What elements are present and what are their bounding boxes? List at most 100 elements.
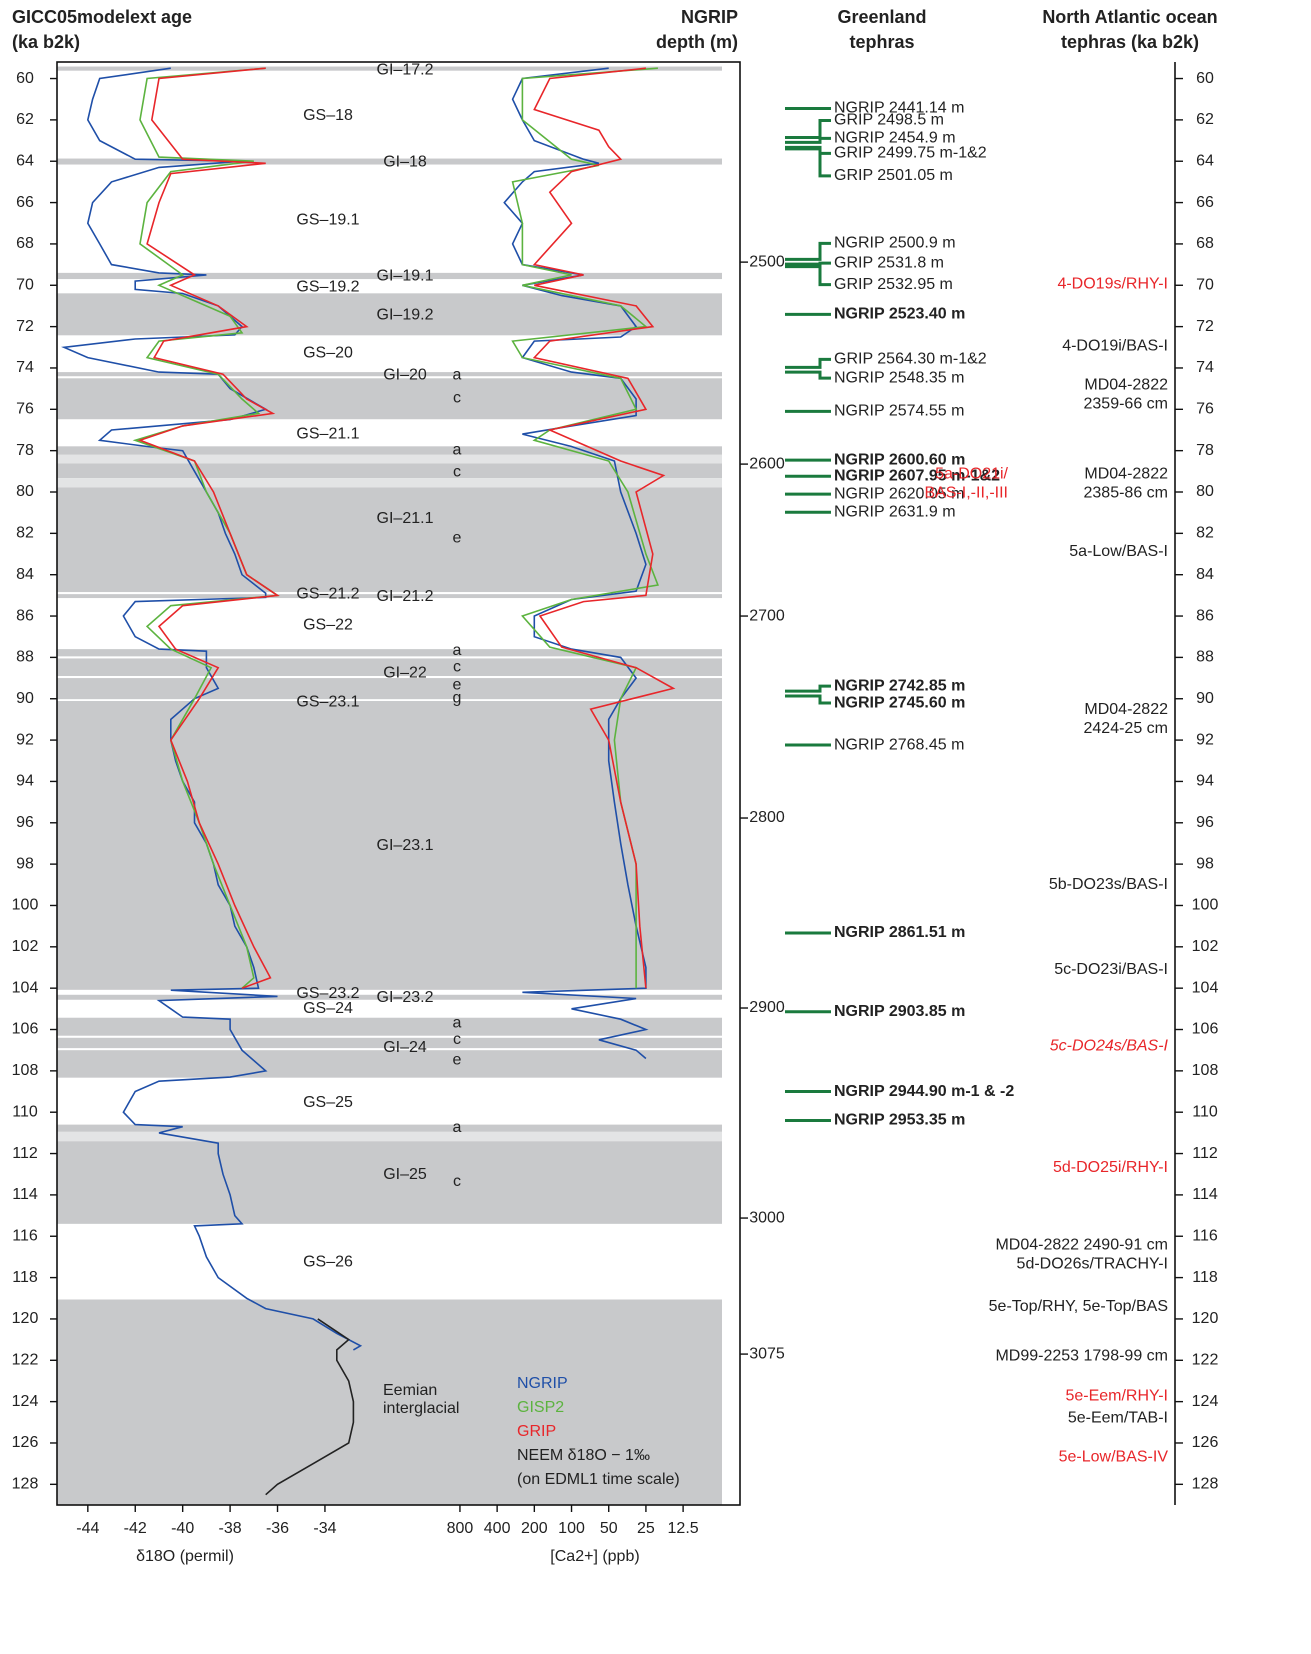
subevent-label: a xyxy=(453,366,462,383)
subevent-label: c xyxy=(453,390,461,407)
tephra-label: NGRIP 2903.85 m xyxy=(834,1003,965,1020)
period-label: GS–23.1 xyxy=(296,693,359,710)
ocean-age-tick-label: 94 xyxy=(1196,773,1214,790)
ocean-age-tick-label: 70 xyxy=(1196,276,1214,293)
age-tick-label: 100 xyxy=(12,897,39,914)
ocean-age-tick-label: 72 xyxy=(1196,318,1214,335)
ocean-tephra-label: 2424-25 cm xyxy=(1084,720,1169,737)
ocean-age-tick-label: 76 xyxy=(1196,401,1214,418)
ocean-tephra-label: MD04-2822 xyxy=(1084,377,1168,394)
tephra-line xyxy=(785,261,831,266)
ocean-age-tick-label: 64 xyxy=(1196,152,1214,169)
gi-band xyxy=(57,487,722,593)
period-label: GS–26 xyxy=(303,1254,353,1271)
ocean-age-tick-label: 68 xyxy=(1196,235,1214,252)
period-label: GI–19.1 xyxy=(377,268,434,285)
ocean-age-tick-label: 96 xyxy=(1196,814,1214,831)
subevent-label: a xyxy=(453,642,462,659)
ocean-tephra-label: 5c-DO24s/BAS-I xyxy=(1050,1037,1169,1054)
tephra-line xyxy=(785,357,831,369)
header-ocean: tephras (ka b2k) xyxy=(1061,32,1199,52)
header-greenland: Greenland xyxy=(837,7,926,27)
period-label: GS–21.2 xyxy=(296,585,359,602)
age-tick-label: 118 xyxy=(12,1269,38,1286)
tephra-line xyxy=(785,136,831,144)
series-line xyxy=(137,67,280,989)
tephra-label: NGRIP 2600.60 m xyxy=(834,451,965,468)
x-tick-label: 800 xyxy=(447,1520,474,1537)
interglacial-label: Eemian xyxy=(383,1382,437,1399)
x-tick-label: -44 xyxy=(76,1520,99,1537)
ocean-age-tick-label: 84 xyxy=(1196,566,1214,583)
tephra-label: GRIP 2531.8 m xyxy=(834,254,944,271)
series-line xyxy=(265,1318,355,1496)
bands xyxy=(57,66,722,1505)
gi-band xyxy=(57,649,722,657)
x-tick-label: 200 xyxy=(521,1520,548,1537)
tephra-label: NGRIP 2861.51 m xyxy=(834,924,965,941)
ocean-tephra-label: 5d-DO26s/TRACHY-I xyxy=(1017,1256,1168,1273)
subevent-label: e xyxy=(453,676,462,693)
age-tick-label: 74 xyxy=(16,359,34,376)
ocean-age-tick-label: 82 xyxy=(1196,525,1214,542)
age-tick-label: 72 xyxy=(16,318,34,335)
legend-entry: GRIP xyxy=(517,1423,556,1440)
ocean-tephra-label: MD04-2822 xyxy=(1084,465,1168,482)
age-tick-label: 84 xyxy=(16,566,34,583)
gi-band xyxy=(57,66,722,71)
x-tick-label: 25 xyxy=(637,1520,655,1537)
ocean-tephra-label: 5a-DO21i/ xyxy=(935,465,1008,482)
age-tick-label: 120 xyxy=(12,1310,39,1327)
age-tick-label: 64 xyxy=(16,152,34,169)
ocean-tephra-label: 5b-DO23s/BAS-I xyxy=(1049,876,1168,893)
legend-entry: GISP2 xyxy=(517,1399,564,1416)
header-age: GICC05modelext age xyxy=(12,7,192,27)
period-label: GS–19.1 xyxy=(296,212,359,229)
tephra-line xyxy=(785,684,831,693)
legend-note: (on EDML1 time scale) xyxy=(517,1471,680,1488)
ocean-tephra-label: 5e-Eem/TAB-I xyxy=(1068,1409,1168,1426)
age-tick-label: 70 xyxy=(16,276,34,293)
gi-band xyxy=(57,272,722,280)
gi-band xyxy=(57,658,722,676)
depth-tick-label: 2800 xyxy=(749,809,785,826)
ocean-age-tick-label: 128 xyxy=(1192,1476,1219,1493)
gi-band xyxy=(57,1141,722,1224)
series-line xyxy=(511,67,660,989)
period-label: GS–20 xyxy=(303,345,353,362)
depth-tick-label: 2900 xyxy=(749,999,785,1016)
tephra-label: NGRIP 2548.35 m xyxy=(834,369,964,386)
tephra-label: NGRIP 2500.9 m xyxy=(834,235,956,252)
tephra-label: NGRIP 2523.40 m xyxy=(834,306,965,323)
ocean-age-tick-label: 66 xyxy=(1196,194,1214,211)
ocean-age-tick-label: 116 xyxy=(1192,1227,1218,1244)
period-label: GI–21.2 xyxy=(377,588,434,605)
ocean-tephra-label: 5d-DO25i/RHY-I xyxy=(1053,1159,1168,1176)
gi-band xyxy=(57,372,722,377)
gi-band xyxy=(57,1050,722,1078)
ocean-age-tick-label: 78 xyxy=(1196,442,1214,459)
subevent-label: a xyxy=(453,441,462,458)
age-tick-label: 128 xyxy=(12,1476,39,1493)
age-tick-label: 80 xyxy=(16,483,34,500)
tephra-label: NGRIP 2944.90 m-1 & -2 xyxy=(834,1083,1014,1100)
tephra-label: NGRIP 2454.9 m xyxy=(834,130,956,147)
age-tick-label: 104 xyxy=(12,979,39,996)
age-tick-label: 116 xyxy=(12,1227,38,1244)
period-label: GS–25 xyxy=(303,1094,353,1111)
tephra-label: NGRIP 2631.9 m xyxy=(834,503,956,520)
period-label: GS–22 xyxy=(303,616,353,633)
age-tick-label: 108 xyxy=(12,1062,39,1079)
x-tick-label: 12.5 xyxy=(668,1520,699,1537)
age-tick-label: 92 xyxy=(16,731,34,748)
period-label: GI–23.2 xyxy=(377,989,434,1006)
interglacial-label: interglacial xyxy=(383,1400,459,1417)
tephra-label: GRIP 2498.5 m xyxy=(834,112,944,129)
depth-tick-label: 2700 xyxy=(749,607,785,624)
frame xyxy=(56,61,741,1506)
period-label: GI–18 xyxy=(383,154,427,171)
x-tick-label: -34 xyxy=(313,1520,336,1537)
subevent-label: c xyxy=(453,463,461,480)
period-label: GS–24 xyxy=(303,1000,353,1017)
